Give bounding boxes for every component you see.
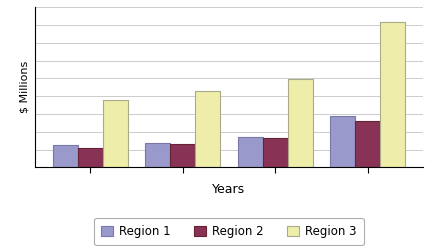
Bar bbox=[330, 116, 355, 167]
Bar bbox=[380, 22, 405, 167]
Bar bbox=[53, 145, 78, 167]
Bar bbox=[78, 148, 102, 167]
Y-axis label: $ Millions: $ Millions bbox=[19, 61, 29, 113]
X-axis label: Years: Years bbox=[213, 183, 245, 196]
Bar bbox=[170, 144, 195, 167]
Bar bbox=[145, 143, 170, 167]
Bar bbox=[195, 91, 220, 167]
Bar bbox=[263, 138, 288, 167]
Legend: Region 1, Region 2, Region 3: Region 1, Region 2, Region 3 bbox=[94, 218, 364, 245]
Bar bbox=[288, 79, 313, 167]
Bar bbox=[238, 137, 263, 167]
Bar bbox=[355, 121, 380, 167]
Bar bbox=[103, 100, 127, 167]
